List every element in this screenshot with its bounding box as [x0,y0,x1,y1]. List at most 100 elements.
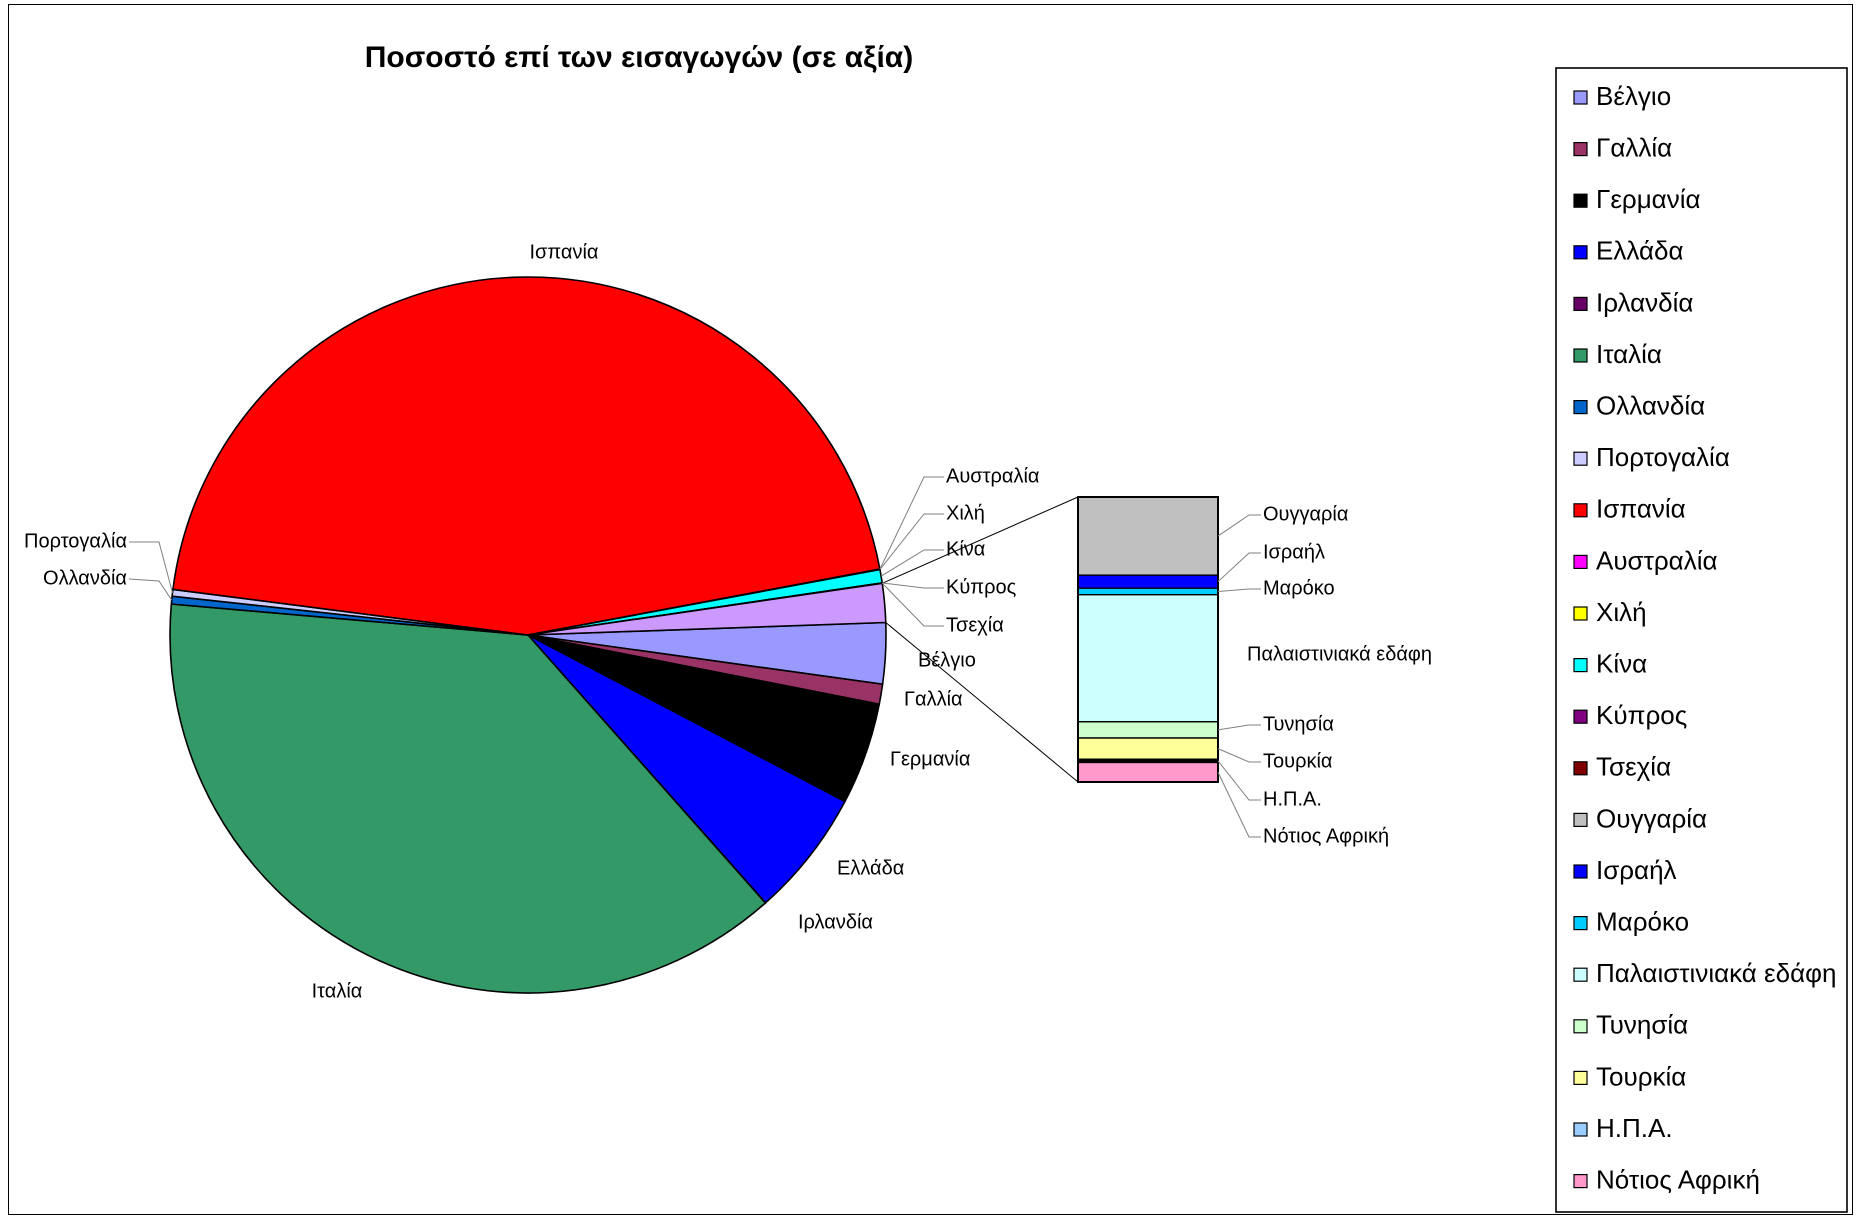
legend-label: Νότιος Αφρική [1596,1164,1760,1194]
legend-label: Ελλάδα [1596,236,1683,266]
data-label: Αυστραλία [946,465,1039,487]
legend: Βέλγιο Γαλλία Γερμανία Ελλάδα Ιρλανδία Ιταλία… [1555,67,1848,1213]
bar-segment [1077,737,1219,760]
connector-line [882,496,1079,584]
legend-label: Η.Π.Α. [1596,1113,1673,1143]
bar-segment [1077,761,1219,783]
legend-label: Κύπρος [1596,700,1687,730]
pie-slice [172,276,881,636]
chart-svg: Ποσοστό επί των εισαγωγών (σε αξία) Ισπα… [24,41,1848,1213]
data-label: Ισπανία [530,241,599,263]
legend-label: Ισπανία [1596,494,1686,524]
leader-line [129,541,173,593]
leader-line [880,549,944,577]
data-label: Βέλγιο [918,649,976,671]
legend-swatch [1573,606,1588,621]
legend-label: Κίνα [1596,648,1647,678]
data-label: Γερμανία [890,748,970,770]
data-label: Μαρόκο [1263,577,1335,599]
data-label: Κίνα [946,538,985,560]
legend-label: Γαλλία [1596,132,1672,162]
leader-line [1217,772,1261,838]
data-label: Ελλάδα [837,857,904,879]
connector-line [885,622,1079,783]
leader-line [1217,514,1261,537]
legend-swatch [1573,245,1588,260]
legend-swatch [1573,503,1588,518]
legend-swatch [1573,812,1588,828]
legend-label: Μαρόκο [1596,906,1689,936]
data-label: Κύπρος [946,576,1017,598]
data-label: Νότιος Αφρική [1263,825,1389,847]
legend-label: Παλαιστινιακά εδάφη [1596,958,1836,988]
legend-label: Αυστραλία [1596,545,1718,575]
data-label: Τσεχία [946,614,1004,636]
legend-label: Ιταλία [1596,339,1662,369]
data-label: Ιρλανδία [798,911,873,933]
data-label: Τουρκία [1263,750,1332,772]
legend-label: Ολλανδία [1596,390,1705,420]
chart-title: Ποσοστό επί των εισαγωγών (σε αξία) [365,41,913,74]
data-label: Χιλή [946,502,985,524]
leader-line [128,578,173,601]
data-label: Τυνησία [1263,713,1334,735]
bar-segment [1077,574,1219,589]
legend-label: Ισραήλ [1596,855,1677,885]
secondary-bar [882,496,1219,783]
data-label: Πορτογαλία [24,530,127,552]
bar-outline [1077,496,1219,783]
bar-segment [1077,721,1219,739]
legend-label: Χιλή [1596,597,1647,627]
legend-swatch [1573,761,1588,776]
chart-area: Ποσοστό επί των εισαγωγών (σε αξία) Ισπα… [8,4,1853,1215]
data-label: Ιταλία [312,980,363,1002]
legend-swatch [1573,554,1588,570]
legend-swatch [1573,864,1588,879]
leader-line [879,476,944,570]
data-labels: Ισπανία Ιταλία Ελλάδα Ιρλανδία Γερμανία Γαλλί… [24,241,1432,1002]
legend-swatch [1573,90,1588,105]
legend-label: Τουρκία [1596,1061,1686,1091]
pie-slice [169,603,767,994]
bar-segment [1077,587,1219,596]
legend-label: Ουγγαρία [1596,803,1707,833]
legend-swatch [1573,967,1588,982]
legend-swatch [1573,193,1588,208]
leader-line [879,513,944,570]
bar-segment [1077,496,1219,576]
legend-box [1555,67,1848,1213]
data-label: Παλαιστινιακά εδάφη [1247,643,1432,665]
legend-swatch [1573,657,1588,673]
legend-swatch [1573,142,1588,157]
legend-swatch [1573,1122,1588,1137]
legend-swatch [1573,709,1588,724]
legend-swatch [1573,915,1588,931]
leader-line [1217,748,1261,763]
data-label: Ισραήλ [1263,541,1325,563]
leader-line [882,582,944,589]
legend-swatch [1573,296,1588,311]
legend-swatch [1573,1173,1588,1189]
legend-swatch [1573,1019,1588,1034]
leader-line [881,582,944,627]
legend-label: Πορτογαλία [1596,442,1730,472]
leader-line [1217,552,1261,583]
legend-swatch [1573,451,1588,466]
data-label: Ουγγαρία [1263,503,1348,525]
legend-swatch [1573,400,1588,415]
leader-line [1217,760,1261,801]
bar-segment [1077,594,1219,723]
legend-label: Ιρλανδία [1596,287,1693,317]
main-pie [169,276,887,994]
legend-label: Τσεχία [1596,752,1671,782]
leader-line [1217,588,1261,592]
legend-swatch [1573,1070,1588,1086]
pie-slice [527,634,847,904]
legend-label: Βέλγιο [1596,81,1671,111]
data-label: Η.Π.Α. [1263,788,1322,810]
data-label: Ολλανδία [43,567,127,589]
legend-swatch [1573,348,1588,363]
legend-label: Γερμανία [1596,184,1701,214]
leader-line [1217,724,1261,731]
legend-label: Τυνησία [1596,1010,1688,1040]
